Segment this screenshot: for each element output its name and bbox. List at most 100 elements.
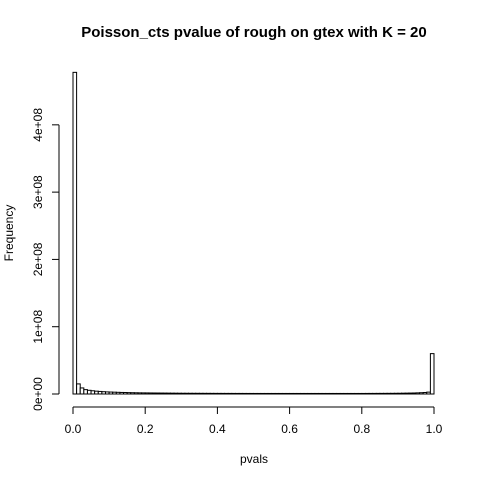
histogram-bar	[126, 392, 132, 395]
histogram-bar	[361, 392, 366, 395]
histogram-bar	[253, 392, 258, 395]
histogram-bar	[97, 390, 103, 395]
histogram-bar	[173, 392, 179, 395]
histogram-bar	[296, 392, 301, 395]
histogram-bar	[137, 392, 143, 395]
histogram-bar	[115, 391, 121, 395]
histogram-bar	[220, 392, 226, 395]
histogram-bar	[101, 391, 106, 395]
histogram-bar	[234, 392, 240, 395]
histogram-bar	[328, 392, 334, 395]
histogram-bar	[90, 390, 96, 395]
x-tick-label: 0.8	[353, 422, 370, 436]
histogram-bar	[382, 392, 388, 395]
histogram-bar	[281, 392, 287, 395]
histogram-bar	[162, 392, 168, 395]
histogram-bar	[307, 392, 312, 395]
histogram-bar	[119, 391, 125, 395]
y-tick-label: 1e+08	[31, 310, 45, 344]
histogram-bar	[278, 392, 283, 395]
histogram-bar	[227, 392, 233, 395]
histogram-bar	[299, 392, 305, 395]
histogram-bar	[271, 392, 276, 395]
histogram-bar	[112, 391, 117, 395]
histogram-bar	[274, 392, 280, 395]
histogram-bar	[317, 392, 323, 395]
histogram-bar	[390, 392, 395, 395]
histogram-bar	[404, 392, 410, 395]
histogram-bar	[346, 392, 352, 395]
x-tick-label: 0.6	[281, 422, 298, 436]
histogram-bar	[213, 392, 218, 395]
x-axis-label: pvals	[240, 452, 268, 466]
histogram-bar	[408, 392, 413, 395]
histogram-bar	[401, 392, 406, 395]
x-tick-label: 0.4	[209, 422, 226, 436]
y-tick-label: 0e+00	[31, 377, 45, 411]
y-axis: 0e+00 1e+08 2e+08 3e+08 4e+08	[31, 108, 60, 411]
histogram-bar	[422, 392, 428, 395]
histogram-bar	[350, 392, 356, 395]
histogram-bar	[393, 392, 399, 395]
x-tick-label: 0.2	[137, 422, 154, 436]
bars-group	[72, 71, 435, 395]
histogram-bar	[83, 389, 88, 395]
histogram-bar	[159, 392, 164, 395]
histogram-bar	[188, 392, 193, 395]
histogram-bar	[411, 392, 417, 395]
histogram-bar	[379, 392, 384, 395]
y-tick-label: 4e+08	[31, 108, 45, 142]
y-axis-label: Frequency	[2, 205, 16, 262]
histogram-bar	[224, 392, 229, 395]
histogram-bar	[180, 392, 186, 395]
histogram-bar	[209, 392, 215, 395]
histogram-bar	[123, 392, 128, 395]
histogram-bar	[155, 392, 161, 395]
histogram-bar	[249, 392, 254, 395]
histogram-bar	[195, 392, 200, 395]
histogram-bar	[177, 392, 182, 395]
histogram-bar	[419, 392, 424, 395]
histogram-bar	[206, 392, 211, 395]
histogram-bar	[256, 392, 262, 395]
histogram-bar	[415, 392, 421, 395]
histogram-bar	[314, 392, 319, 395]
histogram-bar	[332, 392, 338, 395]
histogram-bar	[108, 391, 114, 395]
histogram-bar	[368, 392, 374, 395]
histogram-bar	[429, 353, 435, 395]
y-tick-label: 2e+08	[31, 242, 45, 276]
histogram-bar	[336, 392, 341, 395]
histogram-bar	[79, 387, 85, 395]
y-tick-label: 3e+08	[31, 175, 45, 209]
histogram-bar	[289, 392, 294, 395]
histogram-bar	[191, 392, 197, 395]
histogram-bar	[310, 392, 316, 395]
x-tick-label: 1.0	[426, 422, 443, 436]
histogram-bar	[386, 392, 392, 395]
x-axis: 0.0 0.2 0.4 0.6 0.8 1.0	[65, 406, 443, 436]
chart-title: Poisson_cts pvalue of rough on gtex with…	[81, 24, 426, 41]
histogram-bar	[169, 392, 175, 395]
histogram-bar	[238, 392, 244, 395]
histogram-bar	[325, 392, 330, 395]
histogram-bar	[375, 392, 381, 395]
histogram-bar	[354, 392, 359, 395]
x-tick-label: 0.0	[65, 422, 82, 436]
histogram-bar	[104, 391, 110, 395]
histogram-bar	[151, 392, 157, 395]
histogram-bar	[202, 392, 208, 395]
histogram-bar	[397, 392, 403, 395]
histogram-bar	[245, 392, 251, 395]
histogram-bar	[321, 392, 327, 395]
histogram-bar	[94, 390, 99, 395]
histogram-bar	[144, 392, 150, 395]
histogram-bar	[198, 392, 204, 395]
histogram-bar	[141, 392, 146, 395]
histogram-bar	[231, 392, 236, 395]
histogram-bar	[72, 71, 78, 395]
histogram-bar	[263, 392, 269, 395]
histogram-bar	[242, 392, 247, 395]
histogram-bar	[285, 392, 291, 395]
